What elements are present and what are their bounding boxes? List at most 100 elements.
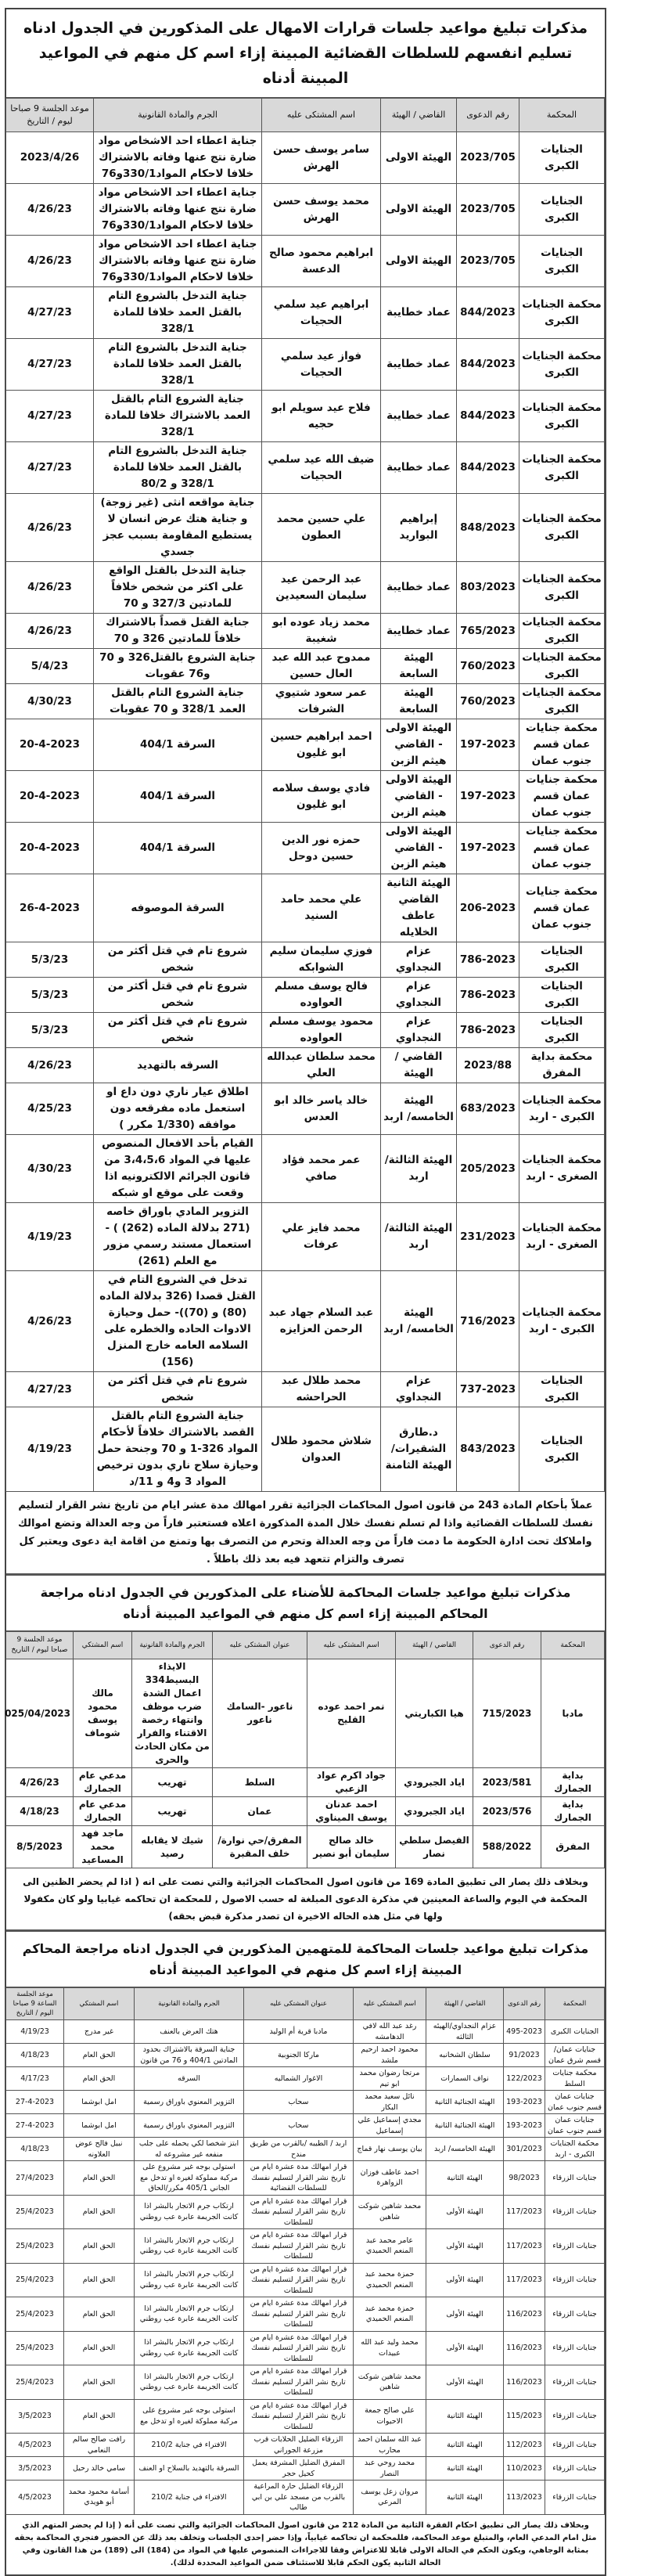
cell-court: الجنايات الكبرى xyxy=(519,977,605,1013)
cell-court: جنايات الزرقاء xyxy=(545,2433,605,2457)
cell-court: جنايات الزرقاء xyxy=(545,2365,605,2400)
cell-session-date: 25/4/2023 xyxy=(5,2262,64,2297)
table-row: الجنايات الكبرى 786-2023 عزام النجداوي فالح… xyxy=(5,977,605,1013)
cell-judge-panel: الفيصل سلطي نصار xyxy=(395,1825,473,1868)
cell-charge-article: التزوير المعنوي باوراق رسمية xyxy=(134,2113,244,2138)
cell-case-number: 117/2023 xyxy=(503,2194,545,2229)
cell-case-number: 110/2023 xyxy=(503,2456,545,2481)
column-header-session-date: موعد الجلسة الساعة 9 صباحا اليوم / التار… xyxy=(5,1987,64,2020)
table-row: الجنايات الكبرى 843/2023 د.طارق الشقيرات/ا… xyxy=(5,1407,605,1492)
cell-session-date: 2023/4/26 xyxy=(5,132,94,184)
cell-defendant-address: قرار امهالك مدة عشرة ايام من تاريخ نشر ا… xyxy=(243,2262,354,2297)
cell-case-number: 844/2023 xyxy=(456,390,519,442)
cell-defendant-address: قرار امهالك مدة عشرة ايام من تاريخ نشر ا… xyxy=(243,2365,354,2400)
column-header-defendant-address: عنوان المشتكى عليه xyxy=(212,1631,307,1659)
cell-charge-article: الايذاء البسيط334 اعمال الشدة ضرب موظف و… xyxy=(131,1659,213,1768)
table-header-row: المحكمة رقم الدعوى القاضي / الهيئة اسم المش… xyxy=(5,1631,605,1659)
cell-session-date: 4/18/23 xyxy=(5,1796,74,1826)
cell-judge-panel: الهيئة الثانية xyxy=(426,2160,504,2196)
cell-court: جنايات الزرقاء xyxy=(545,2330,605,2365)
cell-case-number: 844/2023 xyxy=(456,286,519,339)
column-header-charge-article: الجرم والمادة القانونية xyxy=(134,1987,244,2020)
cell-session-date: 4/27/23 xyxy=(5,441,94,494)
cell-session-date: 4/19/23 xyxy=(5,1407,94,1492)
cell-court: الجنايات الكبرى xyxy=(519,1371,605,1407)
cell-session-date: 4/26/23 xyxy=(5,1270,94,1372)
cell-case-number: 193-2023 xyxy=(503,2090,545,2114)
table-header-row: المحكمة رقم الدعوى القاضي / الهيئة اسم المش… xyxy=(5,98,605,132)
cell-charge-article: الافتراء في جناية 210/2 xyxy=(134,2433,244,2457)
cell-session-date: 5/3/23 xyxy=(5,977,94,1013)
cell-defendant-name: فادي يوسف سلامه ابو غليون xyxy=(261,770,381,823)
section3-note: وبخلاف ذلك يصار الى تطبيق احكام الفقرة ا… xyxy=(14,2520,597,2567)
table-row: جنايات الزرقاء 113/2023 الهيئة الثانية مروا… xyxy=(5,2480,605,2515)
cell-court: بداية الجمارك xyxy=(541,1767,605,1797)
section1-note: عملاً بأحكام المادة 243 من قانون اصول ال… xyxy=(6,1492,605,1574)
cell-defendant-name: محمد سلطان عبدالله العلي xyxy=(261,1047,381,1083)
cell-defendant-name: عبد الله سلمان احمد محارب xyxy=(353,2433,426,2457)
cell-defendant-address: المفرق الضليل المشرفة يعمل كحيل حجر xyxy=(243,2456,354,2481)
table-row: محكمة الجنايات الكبرى 844/2023 عماد خطايبة… xyxy=(5,286,605,339)
cell-defendant-name: عبد الرحمن عيد سليمان السعيدين xyxy=(261,561,381,614)
cell-complainant: الحق العام xyxy=(63,2297,135,2332)
cell-court: جنايات الزرقاء xyxy=(545,2297,605,2332)
column-header-session-date: موعد الجلسة 9 صباحا ليوم / التاريخ xyxy=(5,1631,74,1659)
cell-charge-article: السرقه xyxy=(134,2066,244,2091)
cell-judge-panel: الهيئة الجنائية الثانية xyxy=(426,2113,504,2138)
cell-defendant-address: سحاب xyxy=(243,2113,354,2138)
table-row: جنايات الزرقاء 117/2023 الهيئة الأولى محمد … xyxy=(5,2194,605,2229)
column-header-complainant: اسم المشتكي xyxy=(63,1987,135,2020)
table-row: الجنايات الكبرى 786-2023 عزام النجداوي محمو… xyxy=(5,1012,605,1048)
cell-judge-panel: عماد خطايبة xyxy=(380,613,457,649)
cell-charge-article: شروع تام في قتل أكثر من شخص xyxy=(93,977,262,1013)
table-row: محكمة بداية المفرق 2023/88 القاضي / الهيئة… xyxy=(5,1047,605,1083)
cell-court: محكمة الجنايات الكبرى xyxy=(519,613,605,649)
cell-judge-panel: عماد خطايبة xyxy=(380,441,457,494)
table-row: المفرق 588/2022 الفيصل سلطي نصار خالد صالح … xyxy=(5,1825,605,1868)
cell-complainant: الحق العام xyxy=(63,2262,135,2297)
cell-charge-article: هتك العرض بالعنف xyxy=(134,2019,244,2044)
cell-case-number: 716/2023 xyxy=(456,1270,519,1372)
cell-case-number: 115/2023 xyxy=(503,2398,545,2434)
table-row: الجنايات الكبرى 2023/705 الهيئة الاولى سامر… xyxy=(5,132,605,184)
cell-case-number: 197-2023 xyxy=(456,770,519,823)
cell-session-date: 4/25/23 xyxy=(5,1083,94,1135)
cell-complainant: رافت صالح سالم النعامي xyxy=(63,2433,135,2457)
cell-court: محكمة جنايات عمان قسم جنوب عمان xyxy=(519,770,605,823)
cell-charge-article: التزوير المعنوي باوراق رسمية xyxy=(134,2090,244,2114)
cell-charge-article: جناية التدخل بالشروع التام بالقتل العمد … xyxy=(93,338,262,391)
table-row: محكمة الجنايات الكبرى - اربد 716/2023 الهي… xyxy=(5,1270,605,1372)
cell-session-date: 4/27/23 xyxy=(5,390,94,442)
cell-complainant: الحق العام xyxy=(63,2365,135,2400)
cell-defendant-name: عامر محمد عبد المنعم الحميدي xyxy=(353,2228,426,2264)
table-row: محكمة الجنايات الكبرى 844/2023 عماد خطايبة… xyxy=(5,338,605,391)
cell-case-number: 786-2023 xyxy=(456,977,519,1013)
cell-defendant-name: محمد روحي عبد النصار xyxy=(353,2456,426,2481)
cell-complainant: الحق العام xyxy=(63,2228,135,2264)
cell-complainant: الحق العام xyxy=(63,2043,135,2067)
cell-case-number: 803/2023 xyxy=(456,561,519,614)
cell-defendant-name: مروان زعل يوسف المرعي xyxy=(353,2480,426,2515)
cell-case-number: 495-2023 xyxy=(503,2019,545,2044)
cell-complainant: امل ابوشما xyxy=(63,2090,135,2114)
cell-case-number: 116/2023 xyxy=(503,2365,545,2400)
cell-case-number: 786-2023 xyxy=(456,1012,519,1048)
cell-court: الجنايات الكبرى xyxy=(545,2019,605,2044)
cell-defendant-address: قرار امهالك مدة عشرة ايام من تاريخ نشر ا… xyxy=(243,2398,354,2434)
cell-charge-article: ابتز شخصا لكي يحمله على جلب منفعه غير مش… xyxy=(134,2137,244,2161)
table-row: جنايات عمان/ قسم شرق عمان 91/2023 سلطان ال… xyxy=(5,2043,605,2067)
column-header-charge-article: الجرم والمادة القانونية xyxy=(93,98,262,132)
cell-session-date: 25/4/2023 xyxy=(5,2194,64,2229)
cell-case-number: 2023/705 xyxy=(456,132,519,184)
cell-complainant: غير مدرج xyxy=(63,2019,135,2044)
cell-court: محكمة الجنايات الكبرى - اربد xyxy=(519,1270,605,1372)
cell-charge-article: جناية الشروع التام بالقتل العمد 328/1 و … xyxy=(93,683,262,719)
cell-defendant-address: الزرقاء الضليل الحلابات قرب مزرعة الجورا… xyxy=(243,2433,354,2457)
cell-session-date: 4/5/2023 xyxy=(5,2433,64,2457)
cell-case-number: 844/2023 xyxy=(456,441,519,494)
column-header-session-date: موعد الجلسة 9 صباحا ليوم / التاريخ xyxy=(5,98,94,132)
cell-session-date: 4/19/23 xyxy=(5,2019,64,2044)
cell-charge-article: جناية القتل قصداً بالاشتراك خلافاً للماد… xyxy=(93,613,262,649)
section1-table: المحكمة رقم الدعوى القاضي / الهيئة اسم المش… xyxy=(5,98,605,1492)
cell-defendant-name: فوزي سليمان سليم الشوابكه xyxy=(261,942,381,978)
